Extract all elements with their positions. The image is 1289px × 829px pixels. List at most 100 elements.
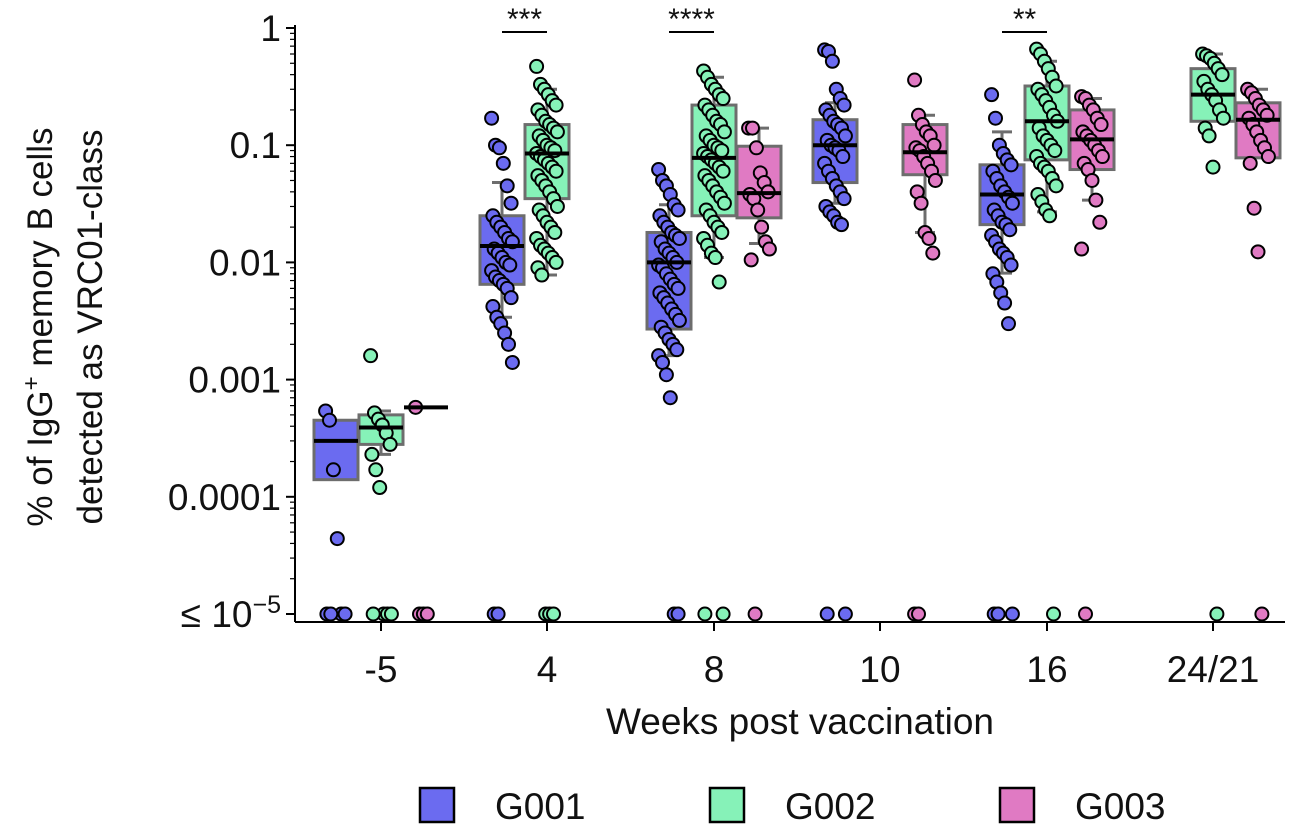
significance-label: ** — [1013, 3, 1037, 36]
y-tick-label: 0.01 — [209, 242, 281, 283]
data-point — [325, 462, 341, 478]
data-point — [503, 290, 519, 306]
data-point — [988, 110, 1003, 126]
y-tick-label: 0.001 — [188, 360, 281, 401]
data-point — [337, 606, 353, 622]
data-point — [364, 446, 380, 462]
y-tick-label: 1 — [260, 8, 281, 49]
data-point — [1047, 143, 1063, 159]
data-point — [1074, 241, 1090, 257]
data-point — [824, 53, 840, 69]
data-point — [548, 254, 564, 270]
data-point — [1246, 200, 1262, 216]
data-point — [754, 219, 770, 235]
legend-label: G003 — [1075, 786, 1166, 827]
data-point — [716, 124, 732, 140]
data-point — [670, 606, 686, 622]
y-axis-title-line1: % of IgG — [21, 390, 60, 526]
data-point — [716, 195, 732, 211]
data-point — [714, 224, 730, 240]
y-axis-title: % of IgG+ memory B cells detected as VRC… — [18, 127, 111, 526]
data-point — [548, 97, 564, 113]
data-point — [548, 163, 564, 179]
data-point — [549, 198, 565, 214]
data-point — [761, 241, 777, 257]
data-point — [549, 124, 565, 140]
data-point — [547, 224, 563, 240]
data-point — [655, 354, 670, 370]
data-point — [926, 137, 942, 153]
boxes-group — [312, 52, 1282, 482]
data-point — [1215, 110, 1231, 126]
data-point — [365, 606, 381, 622]
data-point — [502, 257, 518, 273]
y-tick-label-text: 0.001 — [188, 360, 281, 401]
axes-group: 1 0.1 0.01 0.001 0.0001 ≤ 10−5 -5 4 8 10 16 24/21 — [168, 8, 1285, 690]
data-point — [747, 606, 763, 622]
data-point — [1205, 159, 1221, 175]
data-point — [658, 367, 674, 383]
data-point — [1046, 606, 1061, 622]
data-point — [1260, 149, 1276, 165]
data-point — [911, 606, 926, 622]
y-axis-title-sup: + — [18, 376, 45, 390]
data-point — [707, 250, 723, 266]
y-tick-label-text: ≤ 10 — [181, 594, 253, 635]
data-point — [819, 606, 835, 622]
y-tick-label-text: 1 — [260, 8, 281, 49]
data-point — [750, 202, 766, 218]
significance-group: *** **** ** — [502, 3, 1047, 36]
data-point — [1002, 222, 1018, 238]
x-tick-label: 10 — [859, 649, 900, 690]
data-point — [534, 267, 550, 283]
data-point — [1209, 606, 1225, 622]
data-point — [1001, 316, 1016, 332]
data-point — [484, 110, 500, 126]
data-point — [745, 120, 760, 136]
data-point — [990, 606, 1006, 622]
data-point — [1004, 195, 1020, 211]
data-point — [837, 128, 853, 144]
data-point — [495, 155, 511, 171]
data-point — [714, 143, 730, 159]
data-point — [907, 72, 923, 88]
data-point — [1242, 155, 1258, 171]
x-tick-label: 16 — [1026, 649, 1067, 690]
data-point — [715, 606, 731, 622]
data-point — [715, 163, 731, 179]
x-tick-label: 8 — [704, 649, 725, 690]
data-point — [1092, 214, 1108, 230]
data-point — [368, 462, 384, 478]
y-tick-label: ≤ 10−5 — [181, 591, 281, 635]
data-point — [671, 312, 687, 328]
data-point — [913, 195, 929, 211]
data-point — [546, 606, 561, 622]
significance-label: **** — [668, 3, 715, 36]
data-point — [491, 140, 507, 156]
data-point — [503, 195, 519, 211]
data-point — [1214, 67, 1230, 83]
data-point — [1201, 128, 1217, 144]
x-tick-label: 24/21 — [1167, 649, 1260, 690]
svg-text:% of IgG+ memory B cells: % of IgG+ memory B cells — [18, 127, 61, 526]
data-point — [1042, 208, 1058, 224]
data-point — [984, 87, 1000, 103]
data-point — [834, 217, 849, 233]
data-point — [921, 230, 937, 246]
data-point — [715, 91, 731, 107]
y-axis-title-line2: detected as VRC01-class — [71, 130, 110, 525]
data-point — [669, 342, 685, 358]
data-point — [670, 280, 686, 296]
x-axis-title: Weeks post vaccination — [606, 701, 994, 742]
data-point — [836, 191, 852, 207]
data-point — [662, 390, 678, 406]
data-point — [837, 606, 853, 622]
data-point — [1003, 157, 1019, 173]
data-point — [1084, 172, 1100, 188]
data-point — [363, 348, 379, 364]
data-point — [323, 606, 339, 622]
y-tick-label: 0.1 — [230, 125, 281, 166]
data-point — [1250, 244, 1266, 260]
data-point — [1093, 117, 1109, 133]
